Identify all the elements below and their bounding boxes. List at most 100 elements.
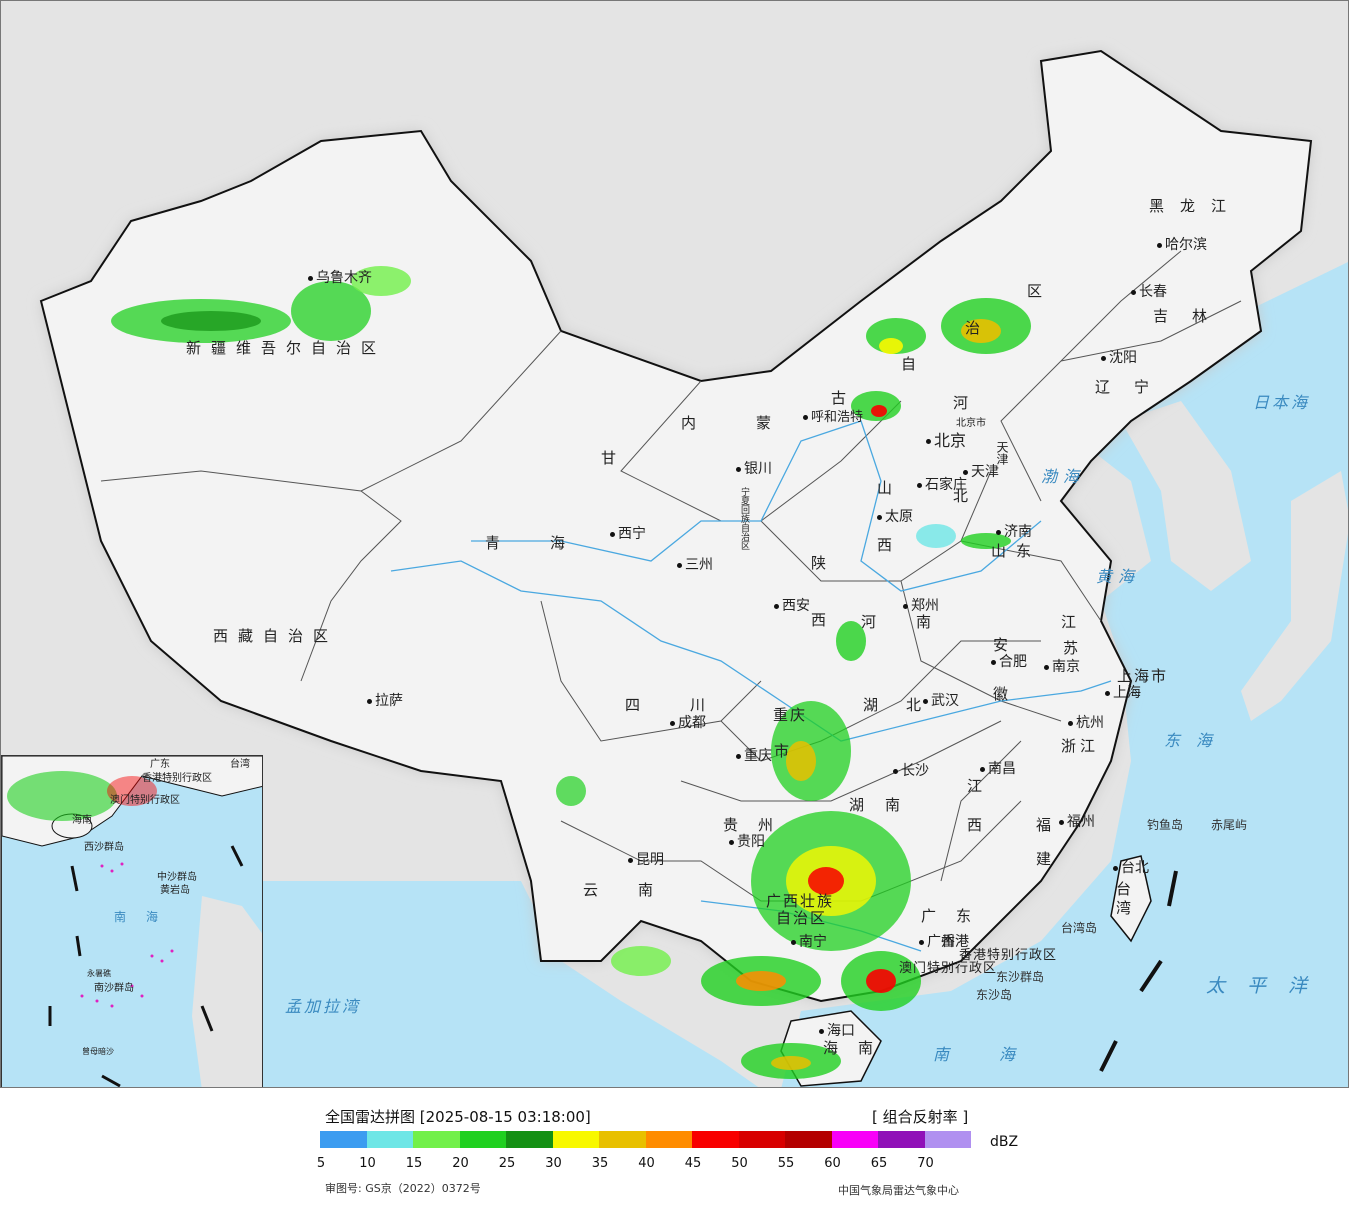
echo: [879, 338, 903, 354]
legend-title: 全国雷达拼图 [2025-08-15 03:18:00]: [325, 1108, 591, 1126]
echo: [786, 741, 816, 781]
city-tianjin: 天津: [963, 465, 999, 479]
label-jiangxi-2: 西: [967, 816, 993, 834]
label-ningxia: 宁夏回族自治区: [739, 487, 749, 550]
scale-tick-label: 10: [359, 1156, 376, 1171]
scale-ticks: 5 10 15 20 25 30 35 40 45 50 55 60 65 70: [316, 1156, 1020, 1172]
scale-tick-label: 45: [684, 1156, 702, 1171]
city-shijiazhuang: 石家庄: [917, 478, 967, 492]
japan-land: [1241, 471, 1348, 721]
island-chiwei: 赤尾屿: [1211, 818, 1248, 832]
label-hubei: 湖北: [863, 696, 950, 714]
dash-line: [1099, 870, 1178, 1072]
island-dongsha-group: 东沙群岛: [996, 970, 1045, 984]
echo: [771, 1056, 811, 1070]
city-lasa: 拉萨: [367, 694, 403, 708]
inset-label-hk: 香港特别行政区: [142, 773, 212, 784]
sea-japan: 日本海: [1253, 393, 1311, 412]
label-henan: 河南: [861, 613, 972, 631]
city-nanning: 南宁: [791, 935, 827, 949]
label-macao-sar: 澳门特别行政区: [899, 961, 998, 976]
scale-swatch: [366, 1131, 413, 1148]
scale-swatch: [552, 1131, 599, 1148]
city-chongqing: 重庆: [736, 749, 772, 763]
scale-swatch: [878, 1131, 925, 1148]
korea-land: [1121, 401, 1251, 591]
label-chongqing-prov: 重庆: [773, 706, 808, 724]
label-shandong: 山东: [991, 542, 1042, 560]
label-zhejiang: 浙江: [1061, 737, 1100, 755]
inset-label-yongshu: 永暑礁: [87, 969, 111, 978]
legend-unit: dBZ: [990, 1134, 1019, 1150]
label-xizang: 西藏自治区: [213, 627, 339, 645]
city-hefei: 合肥: [991, 655, 1027, 669]
label-shaanxi: 陕: [811, 554, 837, 572]
island-dongsha: 东沙岛: [976, 988, 1013, 1002]
echo: [556, 776, 586, 806]
echo: [808, 867, 844, 895]
legend-product: [ 组合反射率 ]: [872, 1108, 969, 1126]
city-xining: 西宁: [610, 527, 646, 541]
label-jiangxi: 江: [967, 777, 993, 795]
city-fuzhou: 福州: [1059, 815, 1095, 829]
label-hainan: 海南: [823, 1039, 894, 1057]
scale-tick-label: 50: [731, 1156, 748, 1171]
echo: [611, 946, 671, 976]
city-urumqi: 乌鲁木齐: [308, 271, 372, 285]
scale-tick-label: 30: [545, 1156, 562, 1171]
label-tianjin-prov: 天津: [995, 441, 1009, 465]
scale-tick-label: 60: [824, 1156, 841, 1171]
label-hunan: 湖: [849, 796, 875, 814]
label-gansu: 甘: [601, 449, 627, 467]
sea-bohai: 渤海: [1041, 467, 1086, 486]
sea-nanhai: 南海: [933, 1045, 1066, 1064]
city-chengdu: 成都: [670, 716, 706, 730]
city-zhengzhou: 郑州: [903, 599, 939, 613]
radar-map: 新疆维吾尔自治区 西藏自治区 青海 甘 内蒙 古 自 治 区 宁夏回族自治区 陕…: [0, 0, 1349, 1088]
sea-donghai: 东海: [1164, 731, 1229, 750]
echo: [836, 621, 866, 661]
scale-swatch: [692, 1131, 739, 1148]
scale-swatch: [645, 1131, 692, 1148]
scale-tick-label: 5: [316, 1156, 326, 1171]
label-guangxi-2: 自治区: [776, 909, 828, 927]
sea-huanghai: 黄海: [1096, 567, 1141, 586]
inset-label-zengmu: 曾母暗沙: [82, 1047, 114, 1056]
label-jilin: 吉林: [1153, 307, 1232, 325]
city-haikou: 海口: [819, 1024, 855, 1038]
label-guangdong: 广东: [921, 907, 992, 925]
label-neimenggu-2: 古: [831, 389, 857, 407]
scale-swatch: [785, 1131, 832, 1148]
city-changsha: 长沙: [893, 764, 929, 778]
city-beijing: 北京: [926, 433, 966, 449]
inset-label-gd: 广东: [150, 759, 170, 770]
city-guangzhou: 广州: [919, 935, 955, 949]
inset-label-huangyan: 黄岩岛: [160, 885, 190, 896]
legend-panel: 全国雷达拼图 [2025-08-15 03:18:00] [ 组合反射率 ] d…: [0, 1088, 1349, 1208]
inset-label-tw: 台湾: [230, 759, 250, 770]
echo: [291, 281, 371, 341]
city-shenyang: 沈阳: [1101, 351, 1137, 365]
inset-label-xisha: 西沙群岛: [84, 842, 124, 853]
echo: [736, 971, 786, 991]
inset-label-nanhai: 南海: [114, 910, 179, 924]
scale-swatch: [599, 1131, 646, 1148]
city-changchun: 长春: [1131, 285, 1167, 299]
city-lanzhou: 三州: [677, 558, 713, 572]
echo: [916, 524, 956, 548]
island-taiwan: 台湾岛: [1061, 921, 1098, 935]
island-diaoyu: 钓鱼岛: [1147, 818, 1184, 832]
label-jiangsu: 江: [1061, 613, 1087, 631]
city-xian: 西安: [774, 599, 810, 613]
city-beijing-municipality: 北京市: [956, 418, 986, 429]
sea-bengal: [241, 881, 759, 1087]
city-yinchuan: 银川: [736, 462, 772, 476]
scale-swatch: [738, 1131, 785, 1148]
label-xinjiang: 新疆维吾尔自治区: [186, 339, 387, 357]
scale-swatch: [506, 1131, 553, 1148]
echo: [961, 319, 1001, 343]
label-guangxi: 广西壮族: [766, 892, 835, 910]
label-shanxi-2: 西: [877, 536, 903, 554]
inset-label-nansha: 南沙群岛: [94, 983, 134, 994]
label-hunan-2: 南: [885, 796, 911, 814]
